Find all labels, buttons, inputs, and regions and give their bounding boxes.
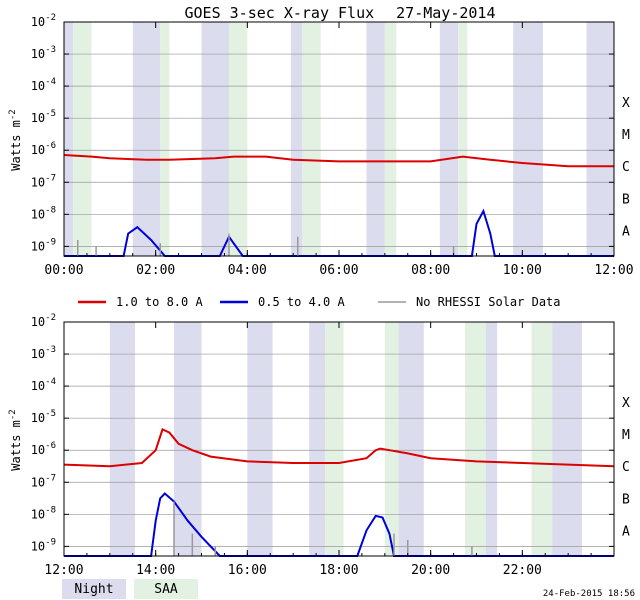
night-band: [132, 22, 161, 256]
short-channel-line: [64, 492, 614, 557]
night-band: [366, 22, 385, 256]
flare-class-label: X: [622, 396, 630, 411]
night-band: [439, 22, 459, 256]
x-tick-label: 10:00: [503, 263, 542, 278]
saa-band: [302, 22, 321, 256]
saa-key-swatch: [134, 579, 198, 599]
y-tick-label: 10-3: [31, 45, 56, 61]
night-band: [513, 22, 543, 256]
flare-class-label: B: [622, 492, 630, 507]
x-tick-label: 18:00: [319, 563, 358, 578]
top-panel: 10-2 10-3 10-4 10-5 10-6 10-7 10-8 10-9 00:00 02…: [8, 13, 634, 278]
long-channel-line: [63, 154, 614, 168]
x-tick-label: 02:00: [136, 263, 175, 278]
x-tick-label: 16:00: [228, 563, 267, 578]
bottom-x-ticks: 12:00 14:00 16:00 18:00 20:00 22:00: [44, 322, 615, 578]
bottom-panel: 10-2 10-3 10-4 10-5 10-6 10-7 10-8 10-9 12:00 14…: [8, 313, 630, 578]
y-tick-label: 10-9: [31, 537, 56, 553]
x-tick-label: 12:00: [44, 563, 83, 578]
top-y-ticks: 10-2 10-3 10-4 10-5 10-6 10-7 10-8 10-9: [31, 13, 614, 253]
bottom-y-ticks: 10-2 10-3 10-4 10-5 10-6 10-7 10-8 10-9: [31, 313, 614, 553]
saa-band: [531, 322, 553, 556]
saa-band: [229, 22, 248, 256]
x-tick-label: 08:00: [411, 263, 450, 278]
legend-short-label: 0.5 to 4.0 A: [258, 295, 345, 309]
saa-band: [465, 322, 486, 556]
y-tick-label: 10-2: [31, 13, 56, 29]
bottom-series: [63, 428, 615, 557]
x-tick-label: 00:00: [44, 263, 83, 278]
y-tick-label: 10-9: [31, 237, 56, 253]
legend-norhessi-label: No RHESSI Solar Data: [416, 295, 561, 309]
saa-band: [384, 322, 399, 556]
top-series: [63, 154, 614, 257]
x-tick-label: 06:00: [319, 263, 358, 278]
night-band: [586, 22, 614, 256]
saa-band: [458, 22, 468, 256]
shading-key: Night SAA: [62, 579, 198, 599]
saa-band: [160, 22, 170, 256]
top-y-axis-label: Watts m-2: [8, 109, 23, 170]
flare-class-label: C: [622, 460, 630, 475]
legend: 1.0 to 8.0 A 0.5 to 4.0 A No RHESSI Sola…: [78, 295, 561, 309]
saa-band: [384, 22, 397, 256]
y-tick-label: 10-2: [31, 313, 56, 329]
x-tick-label: 22:00: [503, 563, 542, 578]
top-bands: [64, 22, 614, 256]
night-band: [247, 322, 273, 556]
night-band: [174, 322, 202, 556]
x-tick-label: 04:00: [228, 263, 267, 278]
y-tick-label: 10-3: [31, 345, 56, 361]
flare-class-label: M: [622, 128, 630, 143]
bottom-grid: [64, 321, 614, 547]
night-band: [64, 22, 74, 256]
y-tick-label: 10-8: [31, 505, 56, 521]
night-key-swatch: [62, 579, 126, 599]
night-band: [552, 322, 582, 556]
night-band: [485, 322, 498, 556]
saa-band: [325, 322, 344, 556]
flare-class-label: X: [622, 96, 630, 111]
x-tick-label: 20:00: [411, 563, 450, 578]
y-tick-label: 10-6: [31, 141, 56, 157]
night-band: [309, 322, 326, 556]
flare-class-label: B: [622, 192, 630, 207]
top-x-ticks: 00:00 02:00 04:00 06:00 08:00 10:00 12:00: [44, 22, 634, 278]
flare-class-label: A: [622, 524, 630, 539]
y-tick-label: 10-8: [31, 205, 56, 221]
flare-class-label: A: [622, 224, 630, 239]
bottom-y-axis-label: Watts m-2: [8, 409, 23, 470]
bottom-class-labels: X M C B A: [622, 396, 630, 539]
night-key-label: Night: [74, 582, 113, 597]
y-tick-label: 10-5: [31, 109, 56, 125]
night-band: [290, 22, 303, 256]
chart-title: GOES 3-sec X-ray Flux 27-May-2014: [185, 4, 496, 22]
y-tick-label: 10-7: [31, 473, 56, 489]
generated-timestamp: 24-Feb-2015 18:56: [543, 589, 635, 599]
y-tick-label: 10-5: [31, 409, 56, 425]
flare-class-label: C: [622, 160, 630, 175]
legend-long-label: 1.0 to 8.0 A: [116, 295, 203, 309]
long-channel-line: [63, 428, 615, 468]
y-tick-label: 10-6: [31, 441, 56, 457]
x-tick-label: 14:00: [136, 563, 175, 578]
y-tick-label: 10-4: [31, 77, 56, 93]
night-band: [398, 322, 424, 556]
saa-key-label: SAA: [154, 582, 178, 597]
y-tick-label: 10-4: [31, 377, 56, 393]
night-band: [201, 22, 229, 256]
y-tick-label: 10-7: [31, 173, 56, 189]
flare-class-label: M: [622, 428, 630, 443]
bottom-bands: [109, 322, 582, 556]
night-band: [109, 322, 136, 556]
saa-band: [73, 22, 92, 256]
top-class-labels: X M C B A: [622, 96, 630, 239]
x-tick-label: 12:00: [594, 263, 633, 278]
